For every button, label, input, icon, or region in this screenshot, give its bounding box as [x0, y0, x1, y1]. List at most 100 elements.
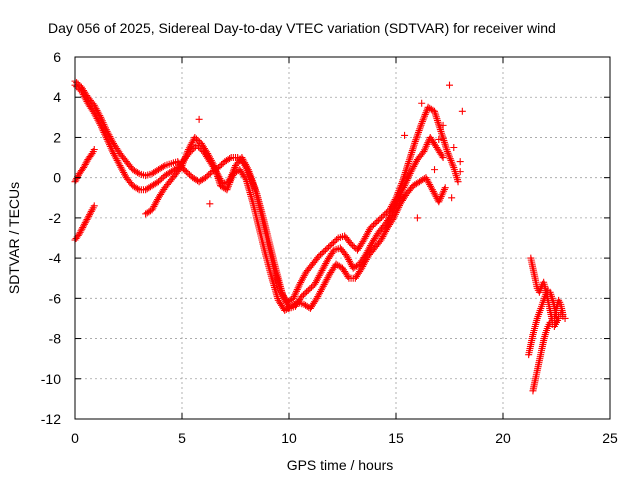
secondary-track-point — [97, 121, 105, 129]
grid — [75, 57, 610, 419]
y-axis-label: SDTVAR / TECUs — [6, 182, 22, 294]
scatter-points-point — [206, 200, 214, 208]
main-track-point — [421, 146, 429, 154]
main-track-point — [205, 171, 213, 179]
secondary-track-point — [371, 219, 379, 227]
third-track-point — [436, 196, 444, 204]
secondary-track-point — [96, 120, 104, 128]
third-track-point — [191, 133, 199, 141]
early-bottom-point — [81, 219, 89, 227]
third-track-point — [392, 209, 400, 217]
x-tick-label: 10 — [281, 430, 297, 446]
scatter-points-point — [195, 115, 203, 123]
main-track-point — [404, 175, 412, 183]
secondary-track-point — [323, 245, 331, 253]
scatter-points-point — [450, 144, 458, 151]
scatter-points-point — [458, 107, 466, 115]
third-track-point — [391, 212, 399, 220]
x-tick-label: 25 — [602, 430, 618, 446]
third-track-point — [439, 189, 447, 197]
early-bottom-point — [86, 209, 94, 217]
secondary-track-point — [438, 131, 446, 139]
y-tick-label: 6 — [53, 49, 61, 65]
y-tick-label: -10 — [41, 371, 61, 387]
third-track-point — [194, 136, 202, 144]
scatter-points-point — [439, 121, 447, 129]
secondary-track-point — [105, 139, 113, 147]
main-track-point — [307, 283, 315, 291]
early-bottom-point — [84, 214, 92, 222]
secondary-track-point — [407, 152, 415, 160]
secondary-track-point — [439, 135, 447, 143]
secondary-track-point — [100, 128, 108, 136]
secondary-track-point — [294, 284, 302, 292]
scatter-points-point — [456, 158, 464, 166]
main-track-point — [202, 174, 210, 182]
main-track-point — [439, 154, 447, 162]
secondary-track-point — [291, 291, 299, 299]
early-rise-point — [73, 174, 81, 182]
secondary-track-point — [435, 120, 443, 128]
secondary-track-point — [320, 248, 328, 256]
main-track-point — [226, 155, 234, 163]
secondary-track-point — [325, 243, 333, 251]
secondary-track-point — [314, 254, 322, 262]
secondary-track-point — [292, 287, 300, 295]
secondary-track-point — [109, 148, 117, 156]
early-rise-point — [82, 159, 90, 167]
secondary-track-point — [438, 129, 446, 137]
secondary-track-point — [404, 159, 412, 167]
secondary-track-point — [106, 141, 114, 149]
secondary-track-point — [433, 115, 441, 123]
secondary-track-point — [97, 123, 105, 131]
secondary-track-point — [366, 224, 374, 232]
main-track-point — [184, 169, 192, 177]
secondary-track-point — [102, 134, 110, 142]
main-track-point — [303, 288, 311, 296]
secondary-track-point — [381, 210, 389, 218]
secondary-track-point — [329, 239, 337, 247]
late-cluster-c-point — [555, 314, 563, 322]
early-bottom-point — [86, 211, 94, 219]
early-bottom-point — [85, 212, 93, 220]
third-track-point — [437, 193, 445, 201]
main-track-point — [299, 291, 307, 299]
scatter-points-point — [456, 168, 464, 176]
secondary-track-point — [441, 140, 449, 148]
scatter-points-point — [435, 135, 443, 143]
scatter-points-point — [448, 194, 456, 202]
y-tick-label: -8 — [49, 331, 62, 347]
x-tick-label: 5 — [178, 430, 186, 446]
secondary-track-point — [407, 150, 415, 158]
early-bottom-point — [75, 230, 83, 238]
secondary-track-point — [321, 246, 329, 254]
y-tick-label: 2 — [53, 129, 61, 145]
third-track-point — [393, 207, 401, 215]
scatter-points-point — [418, 99, 426, 107]
chart-title: Day 056 of 2025, Sidereal Day-to-day VTE… — [48, 20, 556, 36]
secondary-track-point — [410, 141, 418, 149]
third-track-point — [241, 174, 249, 182]
secondary-track-point — [315, 252, 323, 260]
secondary-track-point — [454, 178, 462, 186]
secondary-track-point — [410, 143, 418, 151]
early-bottom-point — [79, 224, 87, 232]
secondary-track-point — [347, 240, 355, 248]
x-tick-label: 20 — [495, 430, 511, 446]
secondary-track-point — [376, 215, 384, 223]
main-track-point — [423, 140, 431, 148]
secondary-track-point — [106, 142, 114, 150]
secondary-track-point — [346, 238, 354, 246]
main-track-point — [159, 163, 167, 171]
secondary-track-point — [437, 127, 445, 135]
early-rise-point — [80, 162, 88, 170]
secondary-track-point — [391, 196, 399, 204]
main-track-point — [298, 292, 306, 300]
secondary-track-point — [405, 156, 413, 164]
main-track-point — [182, 168, 190, 176]
secondary-track-point — [382, 209, 390, 217]
early-bottom-point — [82, 217, 90, 225]
main-track-point — [405, 171, 413, 179]
secondary-track-point — [373, 218, 381, 226]
main-track-point — [405, 173, 413, 181]
